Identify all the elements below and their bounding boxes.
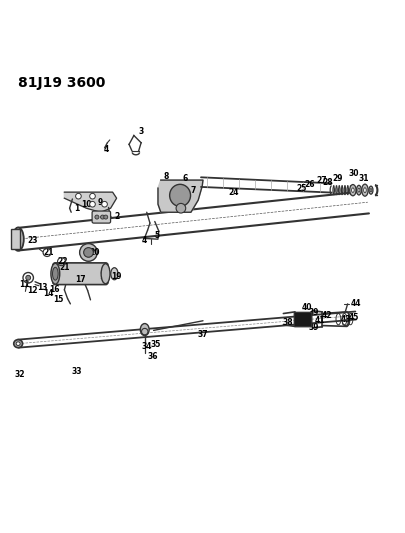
Text: 12: 12 bbox=[27, 286, 37, 295]
Bar bbox=[11, 229, 20, 249]
Circle shape bbox=[79, 244, 97, 261]
Circle shape bbox=[26, 276, 30, 280]
Ellipse shape bbox=[356, 185, 360, 195]
Text: 24: 24 bbox=[227, 188, 238, 197]
Circle shape bbox=[83, 248, 93, 257]
Text: 1: 1 bbox=[74, 204, 79, 213]
Ellipse shape bbox=[52, 268, 58, 280]
Text: 17: 17 bbox=[75, 275, 85, 284]
Text: 25: 25 bbox=[296, 184, 306, 192]
Text: 31: 31 bbox=[358, 174, 368, 183]
Text: 9: 9 bbox=[98, 198, 103, 207]
FancyBboxPatch shape bbox=[53, 263, 108, 285]
Text: 2: 2 bbox=[114, 212, 119, 221]
Ellipse shape bbox=[16, 342, 20, 345]
Ellipse shape bbox=[101, 264, 110, 284]
Text: 37: 37 bbox=[197, 330, 208, 340]
Circle shape bbox=[75, 193, 81, 199]
Ellipse shape bbox=[363, 188, 365, 192]
Ellipse shape bbox=[368, 186, 372, 194]
Text: 39: 39 bbox=[307, 323, 318, 332]
Text: 43: 43 bbox=[339, 315, 350, 324]
Text: 26: 26 bbox=[303, 180, 314, 189]
Text: 27: 27 bbox=[315, 175, 326, 184]
Text: 10: 10 bbox=[81, 200, 92, 209]
Ellipse shape bbox=[349, 184, 355, 196]
Text: 3: 3 bbox=[138, 127, 143, 136]
Text: 32: 32 bbox=[15, 370, 26, 379]
Text: 15: 15 bbox=[53, 295, 63, 304]
Text: 39: 39 bbox=[307, 308, 318, 317]
Circle shape bbox=[100, 215, 104, 219]
Ellipse shape bbox=[351, 188, 353, 192]
Text: 16: 16 bbox=[49, 285, 60, 294]
Text: 40: 40 bbox=[301, 303, 311, 312]
Ellipse shape bbox=[13, 228, 24, 251]
Text: 13: 13 bbox=[37, 283, 47, 292]
Text: 18: 18 bbox=[99, 272, 110, 281]
Circle shape bbox=[104, 215, 107, 219]
Text: 45: 45 bbox=[347, 313, 358, 322]
Ellipse shape bbox=[361, 184, 367, 196]
Text: 4: 4 bbox=[104, 146, 109, 155]
Text: 14: 14 bbox=[43, 289, 53, 298]
Text: 21: 21 bbox=[59, 263, 69, 272]
FancyBboxPatch shape bbox=[294, 312, 311, 327]
Ellipse shape bbox=[140, 324, 149, 336]
Text: 38: 38 bbox=[281, 318, 292, 327]
Text: 34: 34 bbox=[141, 342, 151, 351]
Polygon shape bbox=[158, 180, 202, 212]
Polygon shape bbox=[64, 192, 116, 212]
Text: 7: 7 bbox=[190, 185, 195, 195]
Text: 22: 22 bbox=[57, 257, 68, 266]
Text: 21: 21 bbox=[43, 248, 53, 257]
Ellipse shape bbox=[111, 268, 118, 280]
Text: 20: 20 bbox=[89, 248, 100, 257]
Circle shape bbox=[90, 201, 95, 207]
Text: 33: 33 bbox=[71, 367, 81, 376]
Text: 44: 44 bbox=[350, 299, 360, 308]
Circle shape bbox=[90, 193, 95, 199]
Ellipse shape bbox=[51, 263, 60, 284]
Text: 19: 19 bbox=[111, 272, 122, 281]
Text: 4: 4 bbox=[142, 236, 147, 245]
Circle shape bbox=[102, 201, 107, 207]
Text: 28: 28 bbox=[322, 179, 332, 188]
Ellipse shape bbox=[14, 340, 23, 348]
Ellipse shape bbox=[369, 189, 371, 192]
Ellipse shape bbox=[357, 188, 359, 192]
Text: 41: 41 bbox=[313, 316, 324, 325]
Text: 11: 11 bbox=[19, 280, 29, 289]
Text: 35: 35 bbox=[150, 341, 160, 349]
FancyBboxPatch shape bbox=[92, 211, 110, 223]
Text: 6: 6 bbox=[182, 174, 187, 183]
Text: 5: 5 bbox=[154, 231, 159, 240]
Ellipse shape bbox=[169, 184, 190, 206]
Text: 81J19 3600: 81J19 3600 bbox=[18, 76, 105, 90]
Text: 29: 29 bbox=[332, 174, 342, 183]
Text: 23: 23 bbox=[27, 236, 37, 245]
Circle shape bbox=[95, 215, 99, 219]
Text: 42: 42 bbox=[321, 311, 331, 320]
Text: 8: 8 bbox=[163, 172, 168, 181]
Circle shape bbox=[176, 204, 185, 213]
Text: 36: 36 bbox=[147, 352, 158, 361]
Text: 30: 30 bbox=[347, 169, 358, 178]
